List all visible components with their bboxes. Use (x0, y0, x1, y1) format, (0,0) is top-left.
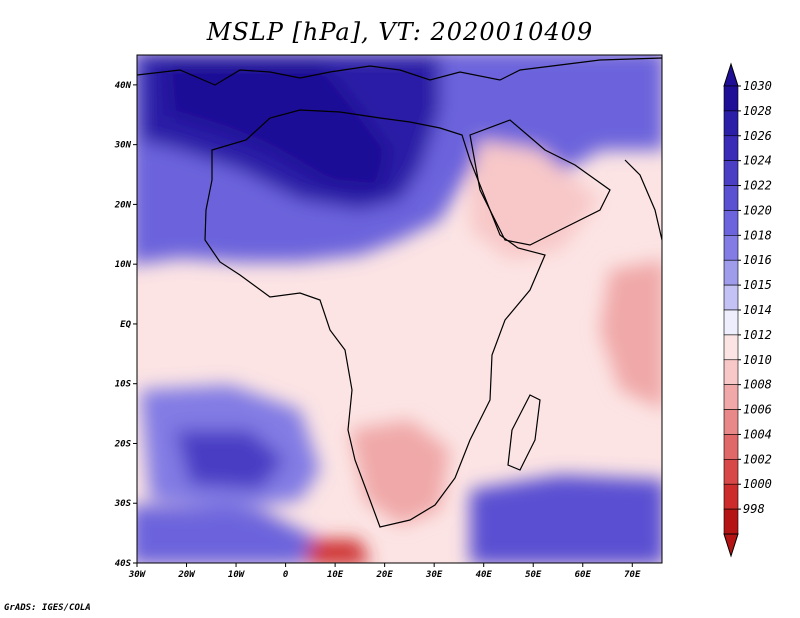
high-pressure-inner (165, 60, 390, 190)
legend-swatch (723, 284, 739, 311)
high-pressure-south-indian (470, 475, 662, 563)
legend-label: 1006 (743, 403, 772, 417)
legend-label: 1026 (743, 129, 772, 143)
legend-swatch (723, 359, 739, 385)
legend-swatch (723, 259, 739, 286)
legend-label: 1008 (743, 378, 772, 392)
legend-swatch (723, 160, 739, 186)
latitude-axis: 40N 30N 20N 10N EQ 10S 20S 30S 40S (114, 81, 137, 569)
lat-tick-label: 20N (114, 200, 132, 210)
legend-label: 998 (743, 502, 765, 516)
high-pressure-southwest (137, 505, 320, 563)
europe-coastline (137, 57, 662, 86)
low-pressure-indian-ocean (600, 260, 662, 409)
arabia-coastline (469, 119, 611, 246)
legend-swatch (723, 185, 739, 211)
legend-swatch (723, 135, 739, 161)
legend-label: 1002 (743, 452, 772, 466)
legend-swatch (723, 409, 739, 435)
lon-tick-label: 20E (376, 570, 394, 580)
madagascar-coastline (507, 394, 541, 471)
lon-tick-label: 60E (575, 570, 592, 580)
india-coastline (624, 159, 662, 241)
legend-arrow-top (723, 62, 739, 87)
legend-label: 1010 (743, 353, 772, 367)
lon-tick-label: 10W (228, 570, 246, 580)
legend-swatch (723, 384, 739, 410)
lat-tick-label: 10N (115, 260, 132, 270)
lon-tick-label: 30W (128, 570, 147, 580)
legend-label: 1028 (743, 104, 772, 118)
legend-label: 1012 (743, 328, 772, 342)
coastlines (137, 57, 662, 528)
lat-tick-label: 20S (114, 439, 132, 449)
map-title: MSLP [hPa], VT: 2020010409 (206, 18, 594, 46)
legend-label: 1024 (743, 154, 772, 168)
lat-tick-label: EQ (120, 320, 131, 330)
legend-swatch (723, 434, 739, 460)
lon-tick-label: 50E (525, 570, 542, 580)
lon-tick-label: 0 (283, 570, 289, 580)
lat-tick-label: 30S (114, 499, 132, 509)
legend-swatch (723, 309, 739, 336)
low-pressure-south-africa (350, 420, 450, 525)
lat-tick-label: 10S (115, 380, 132, 390)
longitude-axis: 30W 20W 10W 0 10E 20E 30E 40E 50E 60E 70E (128, 563, 641, 580)
legend-label: 1004 (743, 427, 772, 441)
colorbar-legend: 1030 1028 1026 1024 1022 1020 1018 1016 1015 1014… (723, 62, 772, 558)
legend-label: 1015 (743, 278, 772, 292)
legend-label: 1016 (743, 253, 772, 267)
legend-label: 1000 (743, 477, 772, 491)
high-pressure-south-atlantic-core (175, 430, 285, 490)
lon-tick-label: 20W (177, 570, 196, 580)
low-pressure-south-tip (305, 540, 370, 563)
credit-text: GrADS: IGES/COLA (4, 603, 91, 613)
plot-frame (136, 54, 663, 564)
legend-swatch (723, 334, 739, 361)
lat-tick-label: 30N (114, 141, 132, 151)
pressure-field (137, 55, 662, 563)
legend-swatch (723, 483, 739, 510)
legend-label: 1014 (743, 303, 772, 317)
lat-tick-label: 40S (115, 559, 132, 569)
legend-label: 1020 (743, 203, 772, 217)
legend-label: 1018 (743, 228, 772, 242)
legend-label: 1022 (743, 179, 772, 193)
lon-tick-label: 30E (425, 570, 443, 580)
lat-tick-label: 40N (115, 81, 132, 91)
lon-tick-label: 40E (476, 570, 493, 580)
arabia-low (470, 140, 600, 260)
lon-tick-label: 10E (327, 570, 344, 580)
legend-swatch (723, 110, 739, 137)
legend-swatch (723, 210, 739, 236)
legend-swatch (723, 85, 739, 112)
lon-tick-label: 70E (624, 570, 641, 580)
legend-label: 1030 (743, 79, 772, 93)
legend-swatch (723, 459, 739, 485)
legend-arrow-bottom (723, 533, 739, 558)
legend-swatch (723, 235, 739, 261)
legend-swatch (723, 508, 739, 535)
africa-coastline (204, 109, 546, 528)
